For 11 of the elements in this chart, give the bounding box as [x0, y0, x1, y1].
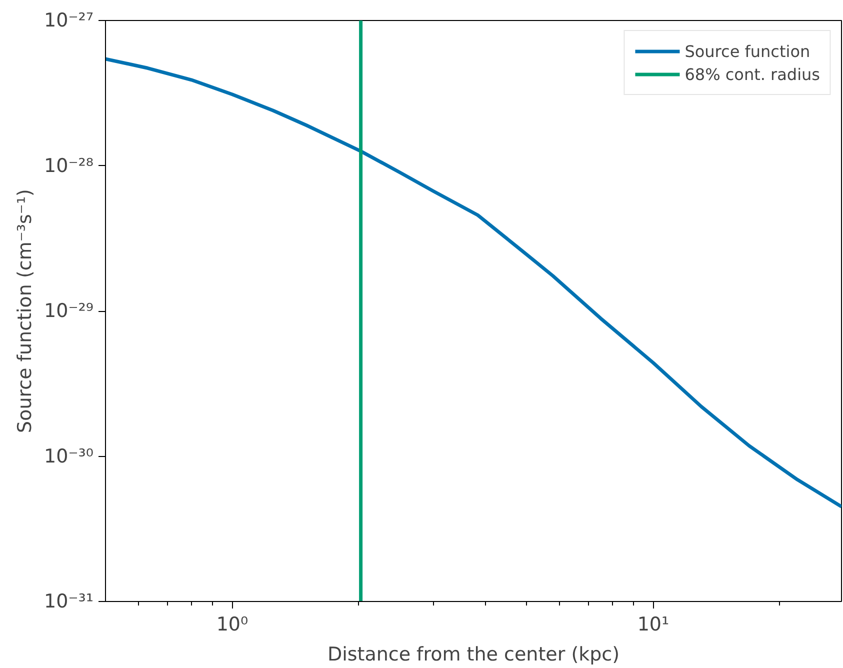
y-tick-label: 10⁻²⁸	[44, 154, 94, 177]
y-tick-label: 10⁻³¹	[44, 590, 94, 612]
x-tick-label: 10¹	[637, 614, 670, 636]
legend-label: 68% cont. radius	[684, 64, 820, 84]
y-tick-label: 10⁻³⁰	[44, 445, 94, 468]
x-tick-label: 10⁰	[216, 614, 248, 636]
y-tick-label: 10⁻²⁹	[44, 300, 94, 322]
x-axis-title: Distance from the center (kpc)	[327, 644, 620, 666]
y-tick-label: 10⁻²⁷	[44, 10, 94, 32]
y-axis-title: Source function (cm⁻³s⁻¹)	[14, 189, 36, 433]
legend-label: Source function	[684, 42, 810, 60]
